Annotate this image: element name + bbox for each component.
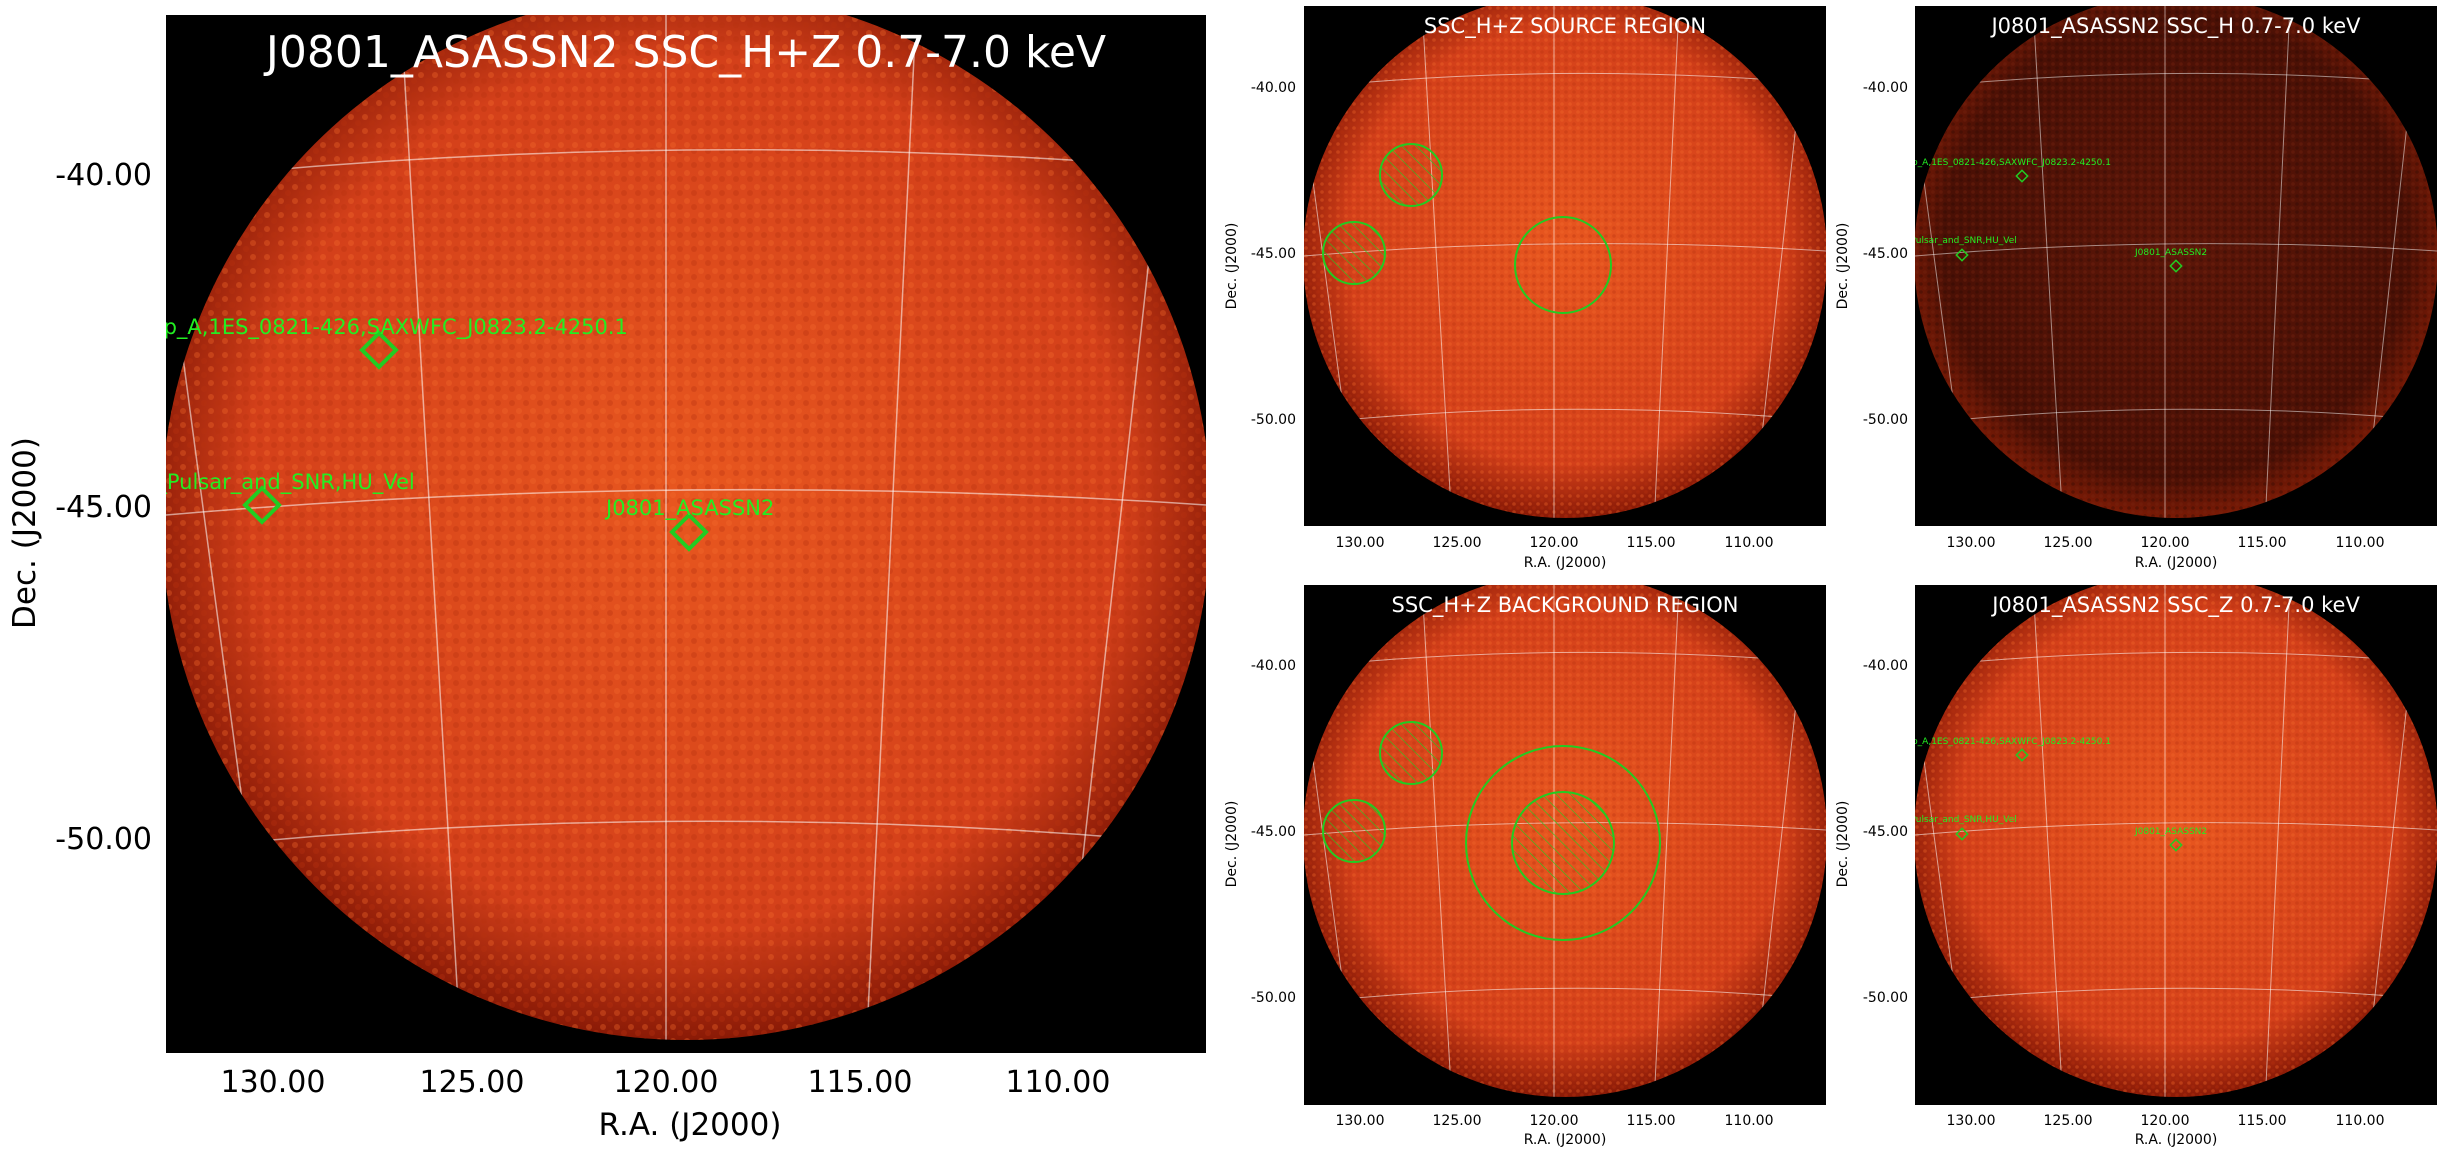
- h-band-source-label: Vela_Pulsar_and_SNR,HU_Vel: [1915, 236, 2017, 246]
- main-source-label: Vela_Pulsar_and_SNR,HU_Vel: [166, 470, 415, 494]
- main-sky-image: [166, 15, 1206, 1040]
- main-x-tick-label: 130.00: [220, 1065, 326, 1100]
- z-band-source-marker: [1955, 827, 1969, 841]
- z-band-source-marker: [2015, 748, 2029, 762]
- z-band-sky-image: [1915, 585, 2437, 1097]
- h-band-y-tick: -45.00: [1862, 246, 1908, 262]
- main-y-tick-label: -45.00: [55, 490, 152, 525]
- source-region-x-tick: 120.00: [1529, 535, 1579, 551]
- z-band-source-label: J0801_ASASSN2: [2135, 827, 2208, 837]
- z-band-y-tick: -50.00: [1862, 990, 1908, 1006]
- main-source-marker: [359, 330, 399, 370]
- background-region-sky-image: [1304, 585, 1826, 1097]
- z-band-title: J0801_ASASSN2 SSC_Z 0.7-7.0 keV: [1992, 593, 2360, 617]
- h-band-x-tick: 110.00: [2335, 535, 2385, 551]
- source-region-sky-image: [1304, 6, 1826, 518]
- z-band-y-axis-label: Dec. (J2000): [1835, 800, 1851, 888]
- h-band-y-axis-label: Dec. (J2000): [1835, 222, 1851, 310]
- main-image-plot: J0801_ASASSN2 SSC_H+Z 0.7-7.0 keV Pup_A,…: [166, 15, 1206, 1053]
- source-region-x-tick: 125.00: [1432, 535, 1482, 551]
- h-band-source-marker: [2169, 259, 2183, 273]
- h-band-source-label: Pup_A,1ES_0821-426,SAXWFC_J0823.2-4250.1: [1915, 158, 2111, 168]
- background-region-x-axis-label: R.A. (J2000): [1523, 1132, 1607, 1148]
- z-band-x-tick: 130.00: [1946, 1113, 1996, 1129]
- background-region-y-tick: -50.00: [1250, 990, 1296, 1006]
- main-source-label: Pup_A,1ES_0821-426,SAXWFC_J0823.2-4250.1: [166, 315, 628, 339]
- z-band-x-axis-label: R.A. (J2000): [2134, 1132, 2218, 1148]
- main-x-tick-label: 110.00: [1005, 1065, 1111, 1100]
- main-y-axis-label: Dec. (J2000): [7, 437, 43, 629]
- z-band-x-tick: 110.00: [2335, 1113, 2385, 1129]
- main-source-marker: [242, 485, 282, 525]
- excluded-region-circle: [1322, 799, 1386, 863]
- z-band-source-marker: [2169, 838, 2183, 852]
- h-band-source-marker: [2015, 169, 2029, 183]
- h-band-source-marker: [1955, 248, 1969, 262]
- z-band-plot: J0801_ASASSN2 SSC_Z 0.7-7.0 keV Pup_A,1E…: [1915, 585, 2437, 1105]
- source-region-y-tick: -45.00: [1250, 246, 1296, 262]
- h-band-x-tick: 115.00: [2237, 535, 2287, 551]
- h-band-y-tick: -40.00: [1862, 80, 1908, 96]
- main-source-label: J0801_ASASSN2: [606, 496, 775, 520]
- source-region-y-axis-label: Dec. (J2000): [1224, 222, 1240, 310]
- h-band-sky-image: [1915, 6, 2437, 518]
- z-band-source-label: Vela_Pulsar_and_SNR,HU_Vel: [1915, 815, 2017, 825]
- background-region-x-tick: 120.00: [1529, 1113, 1579, 1129]
- background-region-x-tick: 115.00: [1626, 1113, 1676, 1129]
- excluded-region-circle: [1379, 721, 1443, 785]
- main-x-tick-label: 120.00: [613, 1065, 719, 1100]
- h-band-x-tick: 125.00: [2043, 535, 2093, 551]
- h-band-title: J0801_ASASSN2 SSC_H 0.7-7.0 keV: [1991, 14, 2361, 38]
- main-x-tick-label: 115.00: [807, 1065, 913, 1100]
- z-band-y-tick: -40.00: [1862, 658, 1908, 674]
- h-band-y-tick: -50.00: [1862, 412, 1908, 428]
- z-band-x-tick: 115.00: [2237, 1113, 2287, 1129]
- source-extraction-circle: [1514, 216, 1612, 314]
- excluded-region-circle: [1322, 221, 1386, 285]
- source-region-x-tick: 115.00: [1626, 535, 1676, 551]
- source-region-x-axis-label: R.A. (J2000): [1523, 555, 1607, 571]
- background-region-x-tick: 110.00: [1724, 1113, 1774, 1129]
- main-x-tick-label: 125.00: [419, 1065, 525, 1100]
- source-region-y-tick: -40.00: [1250, 80, 1296, 96]
- source-region-x-tick: 130.00: [1335, 535, 1385, 551]
- background-region-plot: SSC_H+Z BACKGROUND REGION: [1304, 585, 1826, 1105]
- background-region-y-axis-label: Dec. (J2000): [1224, 800, 1240, 888]
- source-region-title: SSC_H+Z SOURCE REGION: [1423, 14, 1707, 38]
- main-panel-title: J0801_ASASSN2 SSC_H+Z 0.7-7.0 keV: [265, 27, 1107, 78]
- excluded-region-circle: [1379, 143, 1443, 207]
- z-band-x-tick: 120.00: [2140, 1113, 2190, 1129]
- source-region-x-tick: 110.00: [1724, 535, 1774, 551]
- main-source-marker: [669, 512, 709, 552]
- h-band-plot: J0801_ASASSN2 SSC_H 0.7-7.0 keV Pup_A,1E…: [1915, 6, 2437, 526]
- background-annulus-inner: [1511, 791, 1615, 895]
- z-band-x-tick: 125.00: [2043, 1113, 2093, 1129]
- h-band-x-tick: 130.00: [1946, 535, 1996, 551]
- h-band-x-axis-label: R.A. (J2000): [2134, 555, 2218, 571]
- z-band-y-tick: -45.00: [1862, 824, 1908, 840]
- source-region-plot: SSC_H+Z SOURCE REGION: [1304, 6, 1826, 526]
- background-region-y-tick: -40.00: [1250, 658, 1296, 674]
- main-x-axis-label: R.A. (J2000): [598, 1107, 782, 1143]
- z-band-source-label: Pup_A,1ES_0821-426,SAXWFC_J0823.2-4250.1: [1915, 737, 2111, 747]
- h-band-x-tick: 120.00: [2140, 535, 2190, 551]
- background-region-x-tick: 125.00: [1432, 1113, 1482, 1129]
- background-region-title: SSC_H+Z BACKGROUND REGION: [1391, 593, 1739, 617]
- h-band-source-label: J0801_ASASSN2: [2135, 248, 2208, 258]
- main-y-tick-label: -40.00: [55, 158, 152, 193]
- background-annulus-outer: [1465, 745, 1661, 941]
- source-region-y-tick: -50.00: [1250, 412, 1296, 428]
- main-y-tick-label: -50.00: [55, 822, 152, 857]
- background-region-x-tick: 130.00: [1335, 1113, 1385, 1129]
- background-region-y-tick: -45.00: [1250, 824, 1296, 840]
